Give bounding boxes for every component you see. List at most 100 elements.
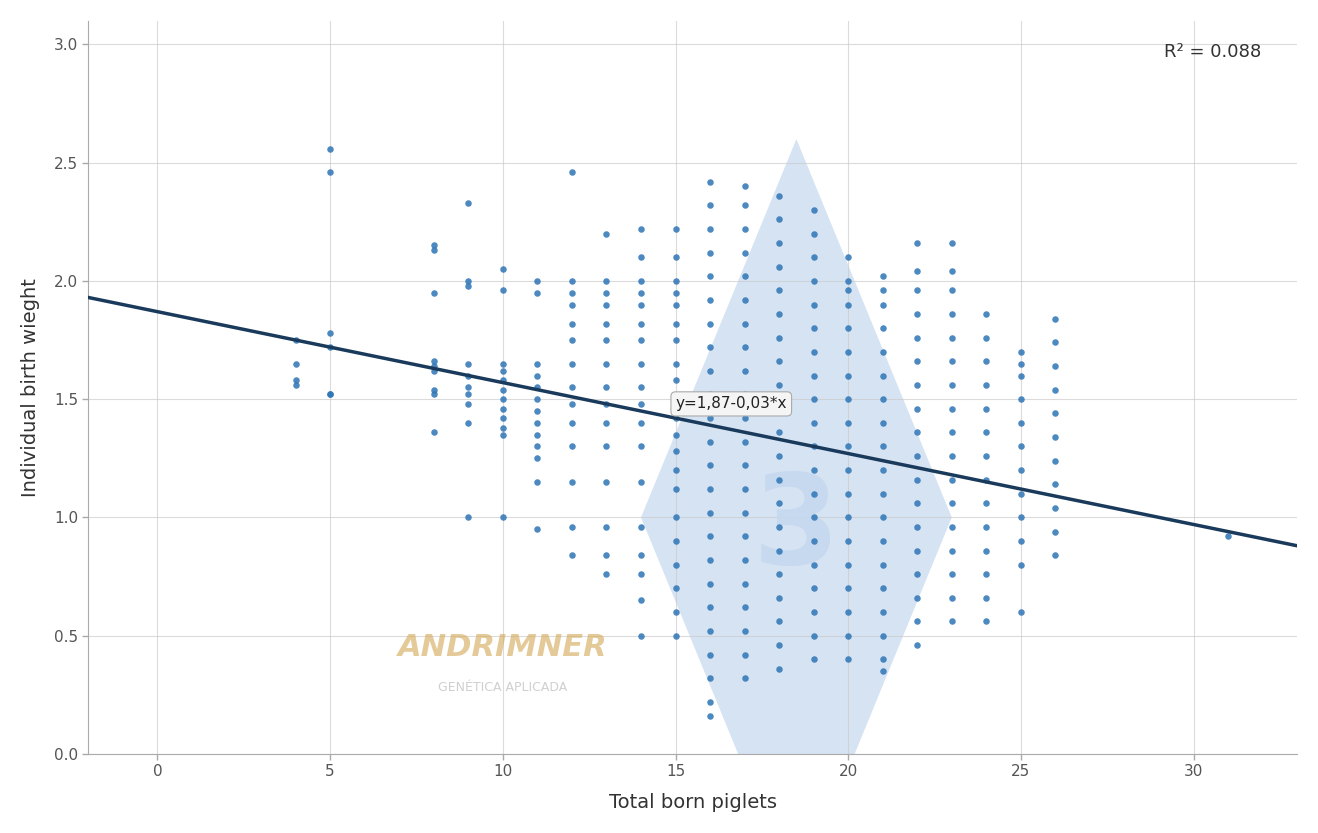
Point xyxy=(734,364,755,377)
Point xyxy=(803,227,824,240)
Point xyxy=(527,392,548,406)
Point xyxy=(838,369,859,382)
Point xyxy=(941,496,962,510)
Text: ANDRIMNER: ANDRIMNER xyxy=(398,633,608,662)
Point xyxy=(1011,463,1032,476)
Point xyxy=(493,402,514,416)
Point xyxy=(1045,407,1066,420)
Point xyxy=(666,558,687,571)
Point xyxy=(907,237,928,250)
Point xyxy=(803,606,824,619)
Point xyxy=(630,357,651,371)
Point xyxy=(975,544,996,557)
Point xyxy=(493,511,514,524)
Point xyxy=(493,392,514,406)
Polygon shape xyxy=(641,139,952,833)
Point xyxy=(561,440,583,453)
Point xyxy=(319,388,340,402)
Point xyxy=(457,397,478,411)
Point xyxy=(768,638,789,651)
Point xyxy=(527,451,548,465)
Text: GENÉTICA APLICADA: GENÉTICA APLICADA xyxy=(438,681,568,694)
Point xyxy=(1011,535,1032,548)
Point xyxy=(423,359,444,372)
Point xyxy=(838,606,859,619)
Point xyxy=(561,357,583,371)
Point xyxy=(768,355,789,368)
Point xyxy=(768,449,789,462)
Point xyxy=(941,284,962,297)
Point xyxy=(1011,369,1032,382)
Point xyxy=(596,440,617,453)
Point xyxy=(873,322,894,335)
Point xyxy=(630,381,651,394)
Point xyxy=(907,520,928,533)
Point xyxy=(1045,454,1066,467)
Point xyxy=(803,558,824,571)
Point xyxy=(596,381,617,394)
Point xyxy=(700,198,721,212)
Point xyxy=(768,237,789,250)
Point xyxy=(700,696,721,709)
Point xyxy=(319,327,340,340)
Point xyxy=(1045,359,1066,372)
Point xyxy=(493,357,514,371)
Point xyxy=(873,665,894,678)
Point xyxy=(907,378,928,392)
Point xyxy=(666,581,687,595)
Point xyxy=(630,440,651,453)
Point xyxy=(319,341,340,354)
Point xyxy=(1011,416,1032,430)
Point xyxy=(975,307,996,321)
Point xyxy=(873,581,894,595)
Point xyxy=(734,198,755,212)
Point xyxy=(803,511,824,524)
Point xyxy=(493,364,514,377)
Point xyxy=(907,284,928,297)
Point xyxy=(941,615,962,628)
Point xyxy=(768,591,789,605)
Point xyxy=(873,298,894,312)
Point xyxy=(493,428,514,441)
Point xyxy=(768,260,789,273)
Point xyxy=(630,416,651,430)
Point xyxy=(457,511,478,524)
Point xyxy=(700,222,721,236)
Point xyxy=(873,345,894,358)
Point xyxy=(803,652,824,666)
Point xyxy=(941,544,962,557)
Point xyxy=(803,416,824,430)
Point xyxy=(975,615,996,628)
Point xyxy=(1011,357,1032,371)
Point xyxy=(873,606,894,619)
Point xyxy=(493,412,514,425)
Point xyxy=(873,535,894,548)
Point xyxy=(666,251,687,264)
Point xyxy=(666,274,687,287)
Point xyxy=(873,652,894,666)
Point xyxy=(666,445,687,458)
Point xyxy=(734,601,755,614)
Point xyxy=(907,473,928,486)
Point xyxy=(1045,312,1066,326)
Point xyxy=(838,392,859,406)
Point xyxy=(1045,501,1066,515)
Point xyxy=(423,383,444,397)
Point xyxy=(873,558,894,571)
Point xyxy=(838,274,859,287)
Point xyxy=(700,624,721,637)
Point xyxy=(319,142,340,155)
Point xyxy=(1045,431,1066,444)
Point xyxy=(768,426,789,439)
Point xyxy=(596,397,617,411)
Point xyxy=(1011,440,1032,453)
Point xyxy=(596,317,617,330)
Point xyxy=(975,520,996,533)
Point xyxy=(561,520,583,533)
Point xyxy=(700,341,721,354)
Point xyxy=(941,355,962,368)
Point xyxy=(734,506,755,519)
Point xyxy=(734,459,755,472)
Point xyxy=(975,331,996,344)
Point xyxy=(700,412,721,425)
